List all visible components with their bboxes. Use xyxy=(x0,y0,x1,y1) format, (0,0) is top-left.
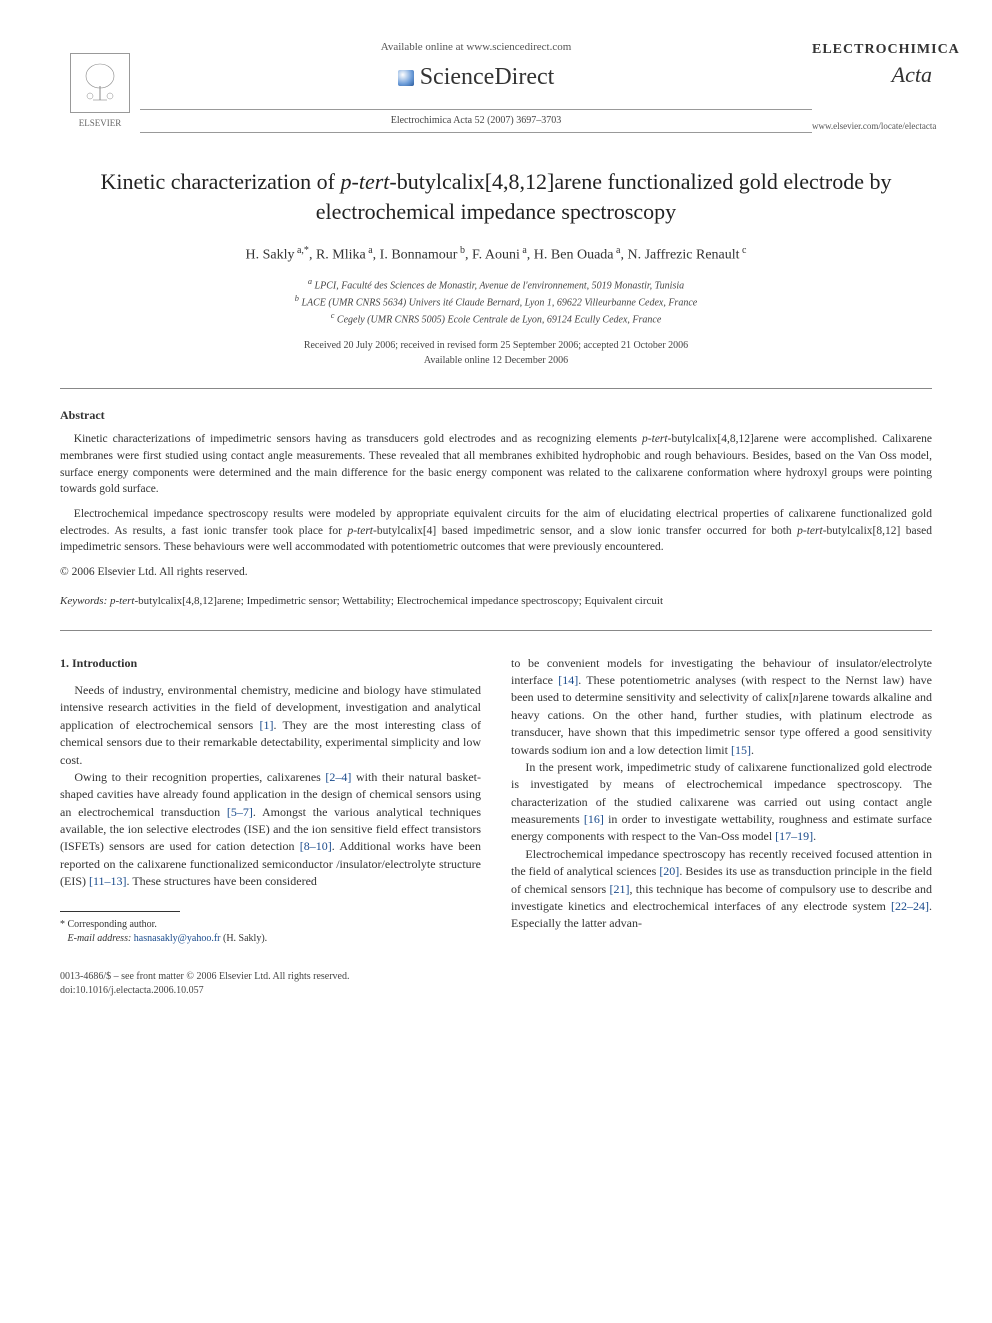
ref-link[interactable]: [11–13] xyxy=(89,874,127,888)
corresponding-author-footnote: * Corresponding author. E-mail address: … xyxy=(60,918,481,946)
keywords-label: Keywords: xyxy=(60,595,107,607)
right-p1: to be convenient models for investigatin… xyxy=(511,655,932,759)
elsevier-logo: ELSEVIER xyxy=(60,40,140,130)
ref-link[interactable]: [15] xyxy=(731,743,751,757)
right-p3: Electrochemical impedance spectroscopy h… xyxy=(511,846,932,933)
ref-link[interactable]: [17–19] xyxy=(775,829,813,843)
sciencedirect-name: ScienceDirect xyxy=(420,61,555,95)
ref-link[interactable]: [20] xyxy=(659,864,679,878)
sciencedirect-logo: ScienceDirect xyxy=(140,61,812,95)
right-column: to be convenient models for investigatin… xyxy=(511,655,932,946)
corresponding-label: * Corresponding author. xyxy=(60,918,481,932)
ref-link[interactable]: [8–10] xyxy=(300,839,332,853)
center-header: Available online at www.sciencedirect.co… xyxy=(140,40,812,137)
footer-line-1: 0013-4686/$ – see front matter © 2006 El… xyxy=(60,970,932,984)
authors-list: H. Sakly a,*, R. Mlika a, I. Bonnamour b… xyxy=(60,244,932,265)
email-line: E-mail address: hasnasakly@yahoo.fr (H. … xyxy=(60,932,481,946)
ref-link[interactable]: [14] xyxy=(558,673,578,687)
page-footer: 0013-4686/$ – see front matter © 2006 El… xyxy=(60,970,932,998)
elsevier-label: ELSEVIER xyxy=(79,117,122,130)
elsevier-tree-icon xyxy=(70,53,130,113)
keywords: Keywords: p-tert-butylcalix[4,8,12]arene… xyxy=(60,594,932,621)
abstract-copyright: © 2006 Elsevier Ltd. All rights reserved… xyxy=(60,564,932,580)
sciencedirect-icon xyxy=(398,70,414,86)
ref-link[interactable]: [21] xyxy=(610,882,630,896)
ref-link[interactable]: [5–7] xyxy=(227,805,253,819)
affiliation-c: c Cegely (UMR CNRS 5005) Ecole Centrale … xyxy=(60,310,932,327)
journal-reference: Electrochimica Acta 52 (2007) 3697–3703 xyxy=(140,114,812,128)
abstract-heading: Abstract xyxy=(60,407,932,424)
journal-url: www.elsevier.com/locate/electacta xyxy=(812,120,932,133)
intro-p1: Needs of industry, environmental chemist… xyxy=(60,682,481,769)
affiliations: a LPCI, Faculté des Sciences de Monastir… xyxy=(60,276,932,328)
received-date: Received 20 July 2006; received in revis… xyxy=(60,338,932,353)
ref-link[interactable]: [22–24] xyxy=(891,899,929,913)
intro-p2: Owing to their recognition properties, c… xyxy=(60,769,481,891)
intro-heading: 1. Introduction xyxy=(60,655,481,672)
left-column: 1. Introduction Needs of industry, envir… xyxy=(60,655,481,946)
ref-link[interactable]: [1] xyxy=(259,718,273,732)
affiliation-a: a LPCI, Faculté des Sciences de Monastir… xyxy=(60,276,932,293)
email-link[interactable]: hasnasakly@yahoo.fr xyxy=(134,933,221,944)
available-online-text: Available online at www.sciencedirect.co… xyxy=(140,40,812,55)
abstract-paragraph-1: Kinetic characterizations of impedimetri… xyxy=(60,431,932,498)
available-date: Available online 12 December 2006 xyxy=(60,353,932,368)
ref-link[interactable]: [16] xyxy=(584,812,604,826)
affiliation-b: b LACE (UMR CNRS 5634) Univers ité Claud… xyxy=(60,293,932,310)
journal-cover: ELECTROCHIMICA Acta www.elsevier.com/loc… xyxy=(812,40,932,133)
article-title: Kinetic characterization of p-tert-butyl… xyxy=(60,167,932,226)
journal-script-name: Acta xyxy=(812,60,932,91)
abstract-paragraph-2: Electrochemical impedance spectroscopy r… xyxy=(60,506,932,556)
ref-link[interactable]: [2–4] xyxy=(325,770,351,784)
right-p2: In the present work, impedimetric study … xyxy=(511,759,932,846)
page-header: ELSEVIER Available online at www.science… xyxy=(60,40,932,137)
journal-name: ELECTROCHIMICA xyxy=(812,40,932,60)
footnote-separator xyxy=(60,911,180,912)
body-columns: 1. Introduction Needs of industry, envir… xyxy=(60,655,932,946)
article-dates: Received 20 July 2006; received in revis… xyxy=(60,338,932,368)
footer-doi: doi:10.1016/j.electacta.2006.10.057 xyxy=(60,984,932,998)
